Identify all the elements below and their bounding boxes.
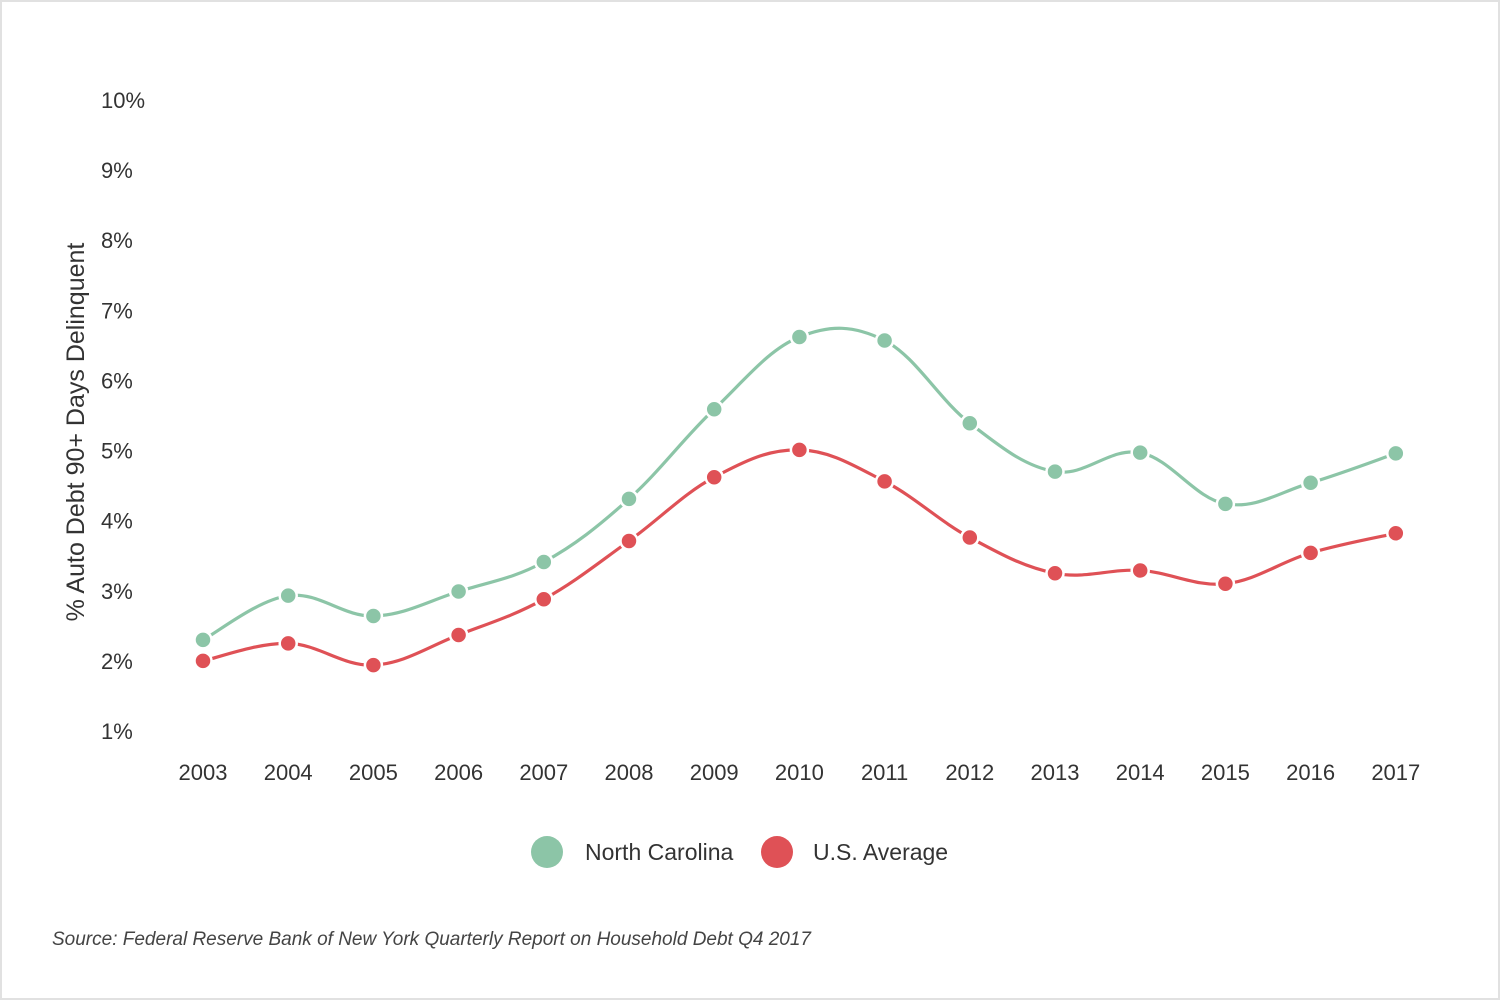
- data-point-u-s-average: [960, 527, 980, 548]
- series-points: [193, 327, 1406, 675]
- data-point-u-s-average: [193, 651, 213, 671]
- data-point-north-carolina: [619, 489, 639, 509]
- x-axis-ticks: 2003 2004 2005 2006 2007 2008 2009 2010 2011 2012…: [179, 760, 1421, 785]
- y-tick-label: 2%: [101, 649, 133, 674]
- data-point-u-s-average: [1300, 543, 1321, 563]
- x-tick-label: 2006: [434, 760, 483, 785]
- data-point-north-carolina: [1215, 494, 1236, 514]
- x-tick-label: 2017: [1371, 760, 1420, 785]
- data-point-u-s-average: [363, 655, 384, 675]
- y-tick-label: 6%: [101, 368, 133, 393]
- x-tick-label: 2012: [945, 760, 994, 785]
- data-point-north-carolina: [789, 327, 810, 347]
- data-point-north-carolina: [1130, 442, 1150, 463]
- legend-label-north-carolina: North Carolina: [585, 839, 733, 865]
- data-point-north-carolina: [960, 413, 980, 433]
- data-point-u-s-average: [874, 471, 895, 492]
- data-point-north-carolina: [1300, 473, 1321, 493]
- data-point-u-s-average: [1215, 574, 1236, 594]
- data-point-u-s-average: [534, 589, 554, 609]
- data-point-north-carolina: [1386, 443, 1406, 464]
- data-point-u-s-average: [789, 440, 810, 460]
- y-tick-label: 8%: [101, 228, 133, 253]
- x-tick-label: 2013: [1031, 760, 1080, 785]
- x-tick-label: 2009: [690, 760, 739, 785]
- source-note: Source: Federal Reserve Bank of New York…: [52, 929, 811, 950]
- data-point-north-carolina: [448, 581, 469, 602]
- data-point-u-s-average: [1045, 563, 1065, 583]
- series-line-north-carolina: [202, 326, 1397, 642]
- y-axis-ticks: 10% 9% 8% 7% 6% 5% 4% 3% 2% 1%: [101, 88, 145, 744]
- x-tick-label: 2010: [775, 760, 824, 785]
- x-tick-label: 2003: [179, 760, 228, 785]
- y-tick-label: 5%: [101, 439, 133, 464]
- x-tick-label: 2014: [1116, 760, 1165, 785]
- data-point-u-s-average: [278, 633, 298, 654]
- series-line-u-s-average: [202, 448, 1397, 667]
- y-axis-label: % Auto Debt 90+ Days Delinquent: [62, 243, 90, 622]
- x-tick-label: 2008: [605, 760, 654, 785]
- data-point-u-s-average: [1386, 523, 1406, 544]
- data-point-north-carolina: [363, 606, 384, 626]
- data-point-north-carolina: [534, 552, 554, 572]
- y-tick-label: 10%: [101, 88, 145, 113]
- y-axis-label-group: % Auto Debt 90+ Days Delinquent: [62, 243, 90, 622]
- data-point-u-s-average: [1130, 560, 1150, 581]
- data-point-u-s-average: [704, 467, 724, 487]
- legend-swatch-north-carolina: [531, 836, 563, 868]
- x-tick-label: 2011: [861, 760, 908, 785]
- x-tick-label: 2007: [519, 760, 568, 785]
- y-tick-label: 4%: [101, 509, 133, 534]
- data-point-north-carolina: [278, 585, 298, 606]
- x-tick-label: 2005: [349, 760, 398, 785]
- legend-swatch-u-s-average: [761, 836, 793, 868]
- y-tick-label: 7%: [101, 298, 133, 323]
- data-point-u-s-average: [619, 531, 639, 551]
- y-tick-label: 3%: [101, 579, 133, 604]
- legend: North Carolina U.S. Average: [531, 836, 948, 868]
- x-tick-label: 2004: [264, 760, 313, 785]
- data-point-u-s-average: [448, 625, 469, 645]
- data-point-north-carolina: [1045, 461, 1065, 482]
- data-point-north-carolina: [874, 330, 895, 351]
- legend-label-u-s-average: U.S. Average: [813, 839, 948, 865]
- y-tick-label: 9%: [101, 158, 133, 183]
- data-point-north-carolina: [193, 630, 213, 650]
- data-point-north-carolina: [704, 399, 724, 419]
- x-tick-label: 2015: [1201, 760, 1250, 785]
- x-tick-label: 2016: [1286, 760, 1335, 785]
- y-tick-label: 1%: [101, 719, 133, 744]
